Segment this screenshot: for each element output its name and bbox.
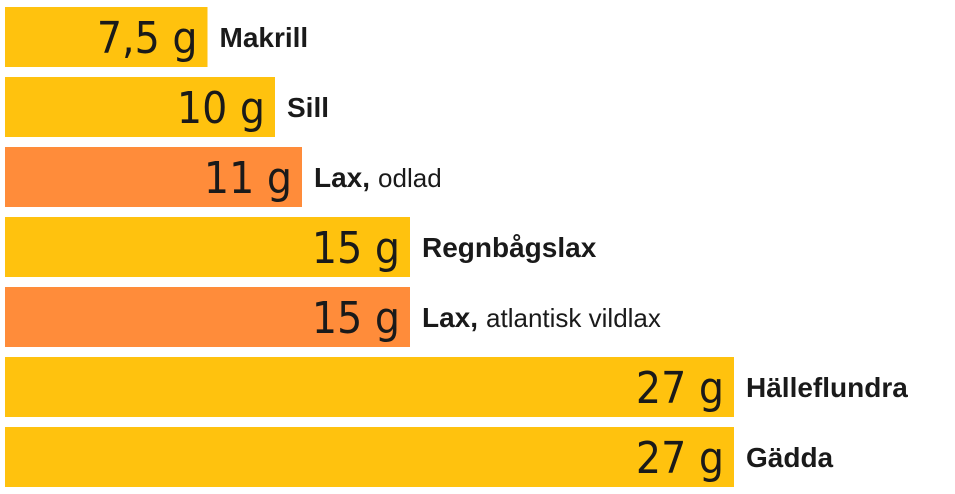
bar-value-label: 27 g <box>636 433 724 484</box>
bar-value-label: 7,5 g <box>97 13 198 64</box>
bar-category-detail: odlad <box>378 163 442 193</box>
bar-category-name: Regnbågslax <box>422 232 597 263</box>
bar-category-name: Hälleflundra <box>746 372 908 403</box>
bar-group: 15 g Lax, atlantisk vildlax <box>5 287 661 347</box>
bar-category-label: Lax, atlantisk vildlax <box>422 302 661 333</box>
bar-category-detail: atlantisk vildlax <box>486 303 661 333</box>
bar-value-label: 15 g <box>312 223 400 274</box>
bar <box>5 7 208 67</box>
bar-category-label: Hälleflundra <box>746 372 908 403</box>
bar-category-name: Lax, <box>314 162 370 193</box>
bar <box>5 217 410 277</box>
bar-group: 27 g Gädda <box>5 427 834 487</box>
bar <box>5 287 410 347</box>
bar-category-name: Gädda <box>746 442 834 473</box>
bar-category-label: Makrill <box>220 22 309 53</box>
bar-category-label: Lax, odlad <box>314 162 442 193</box>
bar-group: 10 g Sill <box>5 77 329 137</box>
bar-group: 15 g Regnbågslax <box>5 217 597 277</box>
bar-group: 27 g Hälleflundra <box>5 357 908 417</box>
bar-category-label: Regnbågslax <box>422 232 597 263</box>
bar-category-name: Makrill <box>220 22 309 53</box>
bar-group: 11 g Lax, odlad <box>5 147 442 207</box>
bar-category-label: Sill <box>287 92 329 123</box>
bar <box>5 427 734 487</box>
bar <box>5 77 275 137</box>
bar-value-label: 15 g <box>312 293 400 344</box>
bar-category-label: Gädda <box>746 442 834 473</box>
bar-value-label: 11 g <box>204 153 292 204</box>
bar-category-name: Lax, <box>422 302 478 333</box>
bar <box>5 357 734 417</box>
bar <box>5 147 302 207</box>
bar-group: 7,5 g Makrill <box>5 7 308 67</box>
bar-category-name: Sill <box>287 92 329 123</box>
bar-value-label: 27 g <box>636 363 724 414</box>
bar-value-label: 10 g <box>177 83 265 134</box>
